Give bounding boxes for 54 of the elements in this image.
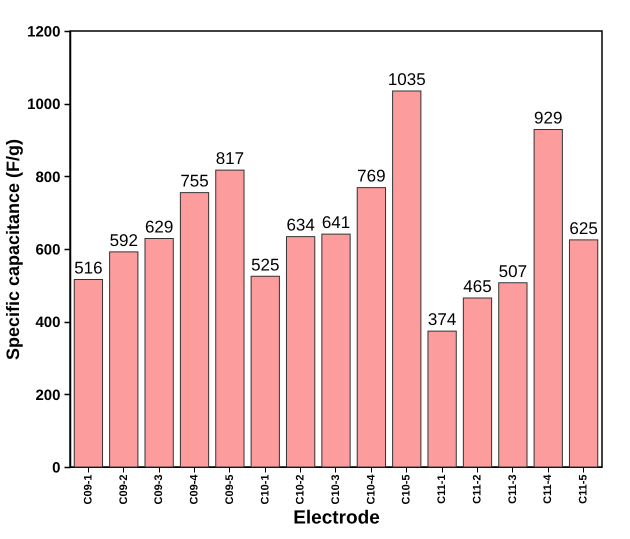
data-label: 641 [322,213,350,232]
bar [109,251,138,468]
y-tick-label: 800 [35,168,60,186]
data-label: 629 [144,217,174,236]
y-axis-title: Specific capacitance (F/g) [3,138,24,360]
x-tick-label: C11-5 [578,474,590,504]
data-label: 516 [74,258,103,278]
bar [392,90,422,468]
bar [534,128,563,468]
data-label: 592 [110,230,138,250]
x-tick-label: C10-5 [400,474,413,504]
bar [321,234,351,468]
y-tick-label: 1000 [27,96,60,114]
y-tick-label: 1200 [27,24,60,40]
x-tick-label: C09-4 [188,474,201,504]
x-tick-label: C09-3 [153,474,166,504]
bar [215,170,245,468]
x-tick-label: C11-4 [542,474,554,504]
bar [568,239,598,468]
y-tick-label: 600 [35,242,60,258]
data-label: 625 [569,218,598,238]
data-label: 929 [534,108,562,128]
y-tick-label: 0 [52,460,60,476]
x-tick-label: C11-2 [471,474,484,504]
data-label: 1035 [388,70,426,89]
x-tick-label: C10-4 [365,474,378,504]
bar [462,298,492,468]
data-label: 769 [357,166,386,186]
data-label: 374 [428,310,456,330]
y-tick-label: 400 [35,314,60,332]
x-tick-label: C10-2 [294,474,307,504]
x-tick-label: C11-1 [436,474,448,504]
bar [74,279,104,468]
data-label: 465 [463,277,492,296]
data-label: 817 [216,149,244,168]
bar [356,187,386,468]
y-tick-label: 200 [35,386,60,404]
x-tick-label: C10-1 [259,474,272,504]
data-label: 634 [286,216,315,235]
bar [286,236,316,468]
x-tick-label: C09-2 [118,474,130,504]
x-axis-title: Electrode [293,507,380,528]
bar [427,330,457,468]
bar [498,282,528,468]
data-label: 525 [251,255,280,274]
bar [144,238,174,468]
data-label: 507 [498,262,528,281]
x-tick-label: C09-1 [82,474,94,504]
x-tick-label: C09-5 [224,474,236,504]
bar [250,276,280,468]
x-tick-label: C10-3 [330,474,342,504]
x-tick-label: C11-3 [506,474,519,504]
data-label: 755 [180,172,209,191]
bar [180,192,210,468]
